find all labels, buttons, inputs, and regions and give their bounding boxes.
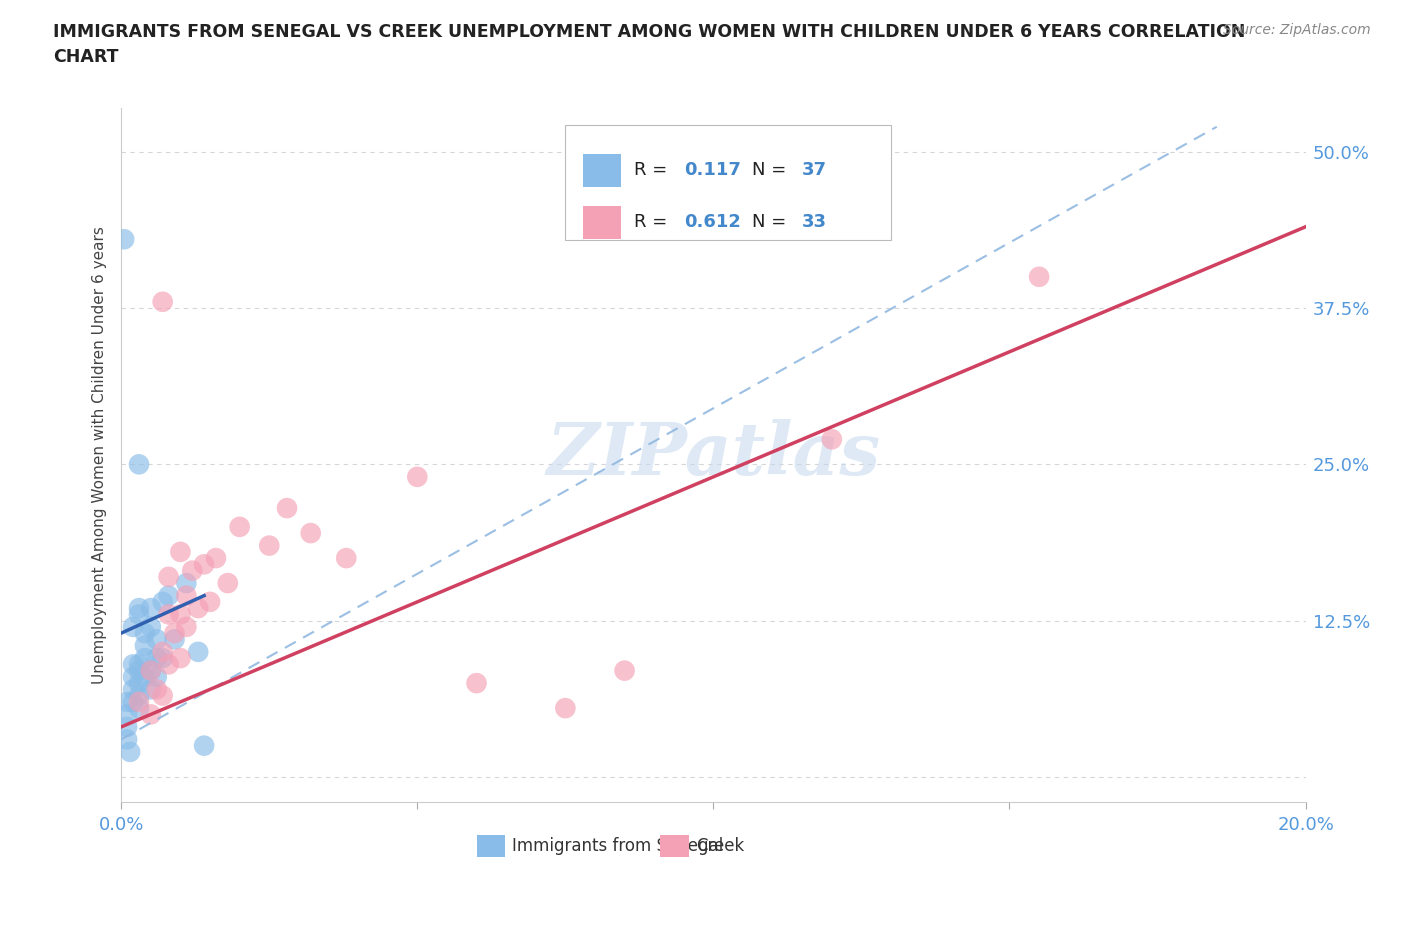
Point	[122, 682, 145, 697]
Point	[128, 695, 150, 710]
Point	[122, 619, 145, 634]
Point	[134, 626, 156, 641]
Point	[181, 564, 204, 578]
Text: CHART: CHART	[53, 48, 120, 66]
Point	[128, 663, 150, 678]
FancyBboxPatch shape	[565, 126, 891, 240]
Point	[128, 601, 150, 616]
Point	[406, 470, 429, 485]
Point	[176, 588, 198, 603]
Point	[122, 657, 145, 671]
Point	[157, 607, 180, 622]
FancyBboxPatch shape	[583, 153, 621, 187]
Point	[299, 525, 322, 540]
Point	[145, 682, 167, 697]
Point	[115, 720, 138, 735]
Point	[134, 651, 156, 666]
Text: R =: R =	[634, 162, 673, 179]
Point	[115, 707, 138, 722]
Point	[187, 601, 209, 616]
Point	[228, 520, 250, 535]
Point	[259, 538, 281, 553]
Point	[139, 619, 162, 634]
Text: Immigrants from Senegal: Immigrants from Senegal	[512, 837, 723, 856]
Y-axis label: Unemployment Among Women with Children Under 6 years: Unemployment Among Women with Children U…	[93, 226, 107, 684]
Point	[145, 670, 167, 684]
Text: N =: N =	[752, 162, 793, 179]
FancyBboxPatch shape	[659, 835, 689, 857]
Point	[115, 732, 138, 747]
Point	[128, 676, 150, 691]
FancyBboxPatch shape	[583, 206, 621, 239]
Point	[276, 500, 298, 515]
Point	[139, 682, 162, 697]
Point	[152, 295, 174, 310]
Text: R =: R =	[634, 214, 673, 232]
Point	[152, 651, 174, 666]
Point	[163, 626, 186, 641]
Point	[613, 663, 636, 678]
Point	[128, 657, 150, 671]
Text: 37: 37	[803, 162, 827, 179]
Point	[139, 663, 162, 678]
Point	[163, 631, 186, 646]
Point	[169, 607, 191, 622]
Point	[134, 638, 156, 653]
Text: N =: N =	[752, 214, 793, 232]
Text: IMMIGRANTS FROM SENEGAL VS CREEK UNEMPLOYMENT AMONG WOMEN WITH CHILDREN UNDER 6 : IMMIGRANTS FROM SENEGAL VS CREEK UNEMPLO…	[53, 23, 1246, 41]
Point	[169, 651, 191, 666]
Point	[1028, 270, 1050, 285]
Point	[169, 544, 191, 559]
Point	[205, 551, 228, 565]
Point	[134, 670, 156, 684]
Point	[128, 607, 150, 622]
Point	[128, 457, 150, 472]
Point	[122, 670, 145, 684]
Point	[152, 594, 174, 609]
Point	[198, 594, 221, 609]
Point	[187, 644, 209, 659]
Point	[145, 631, 167, 646]
Point	[335, 551, 357, 565]
Point	[128, 688, 150, 703]
Point	[157, 569, 180, 584]
Point	[122, 695, 145, 710]
Point	[139, 707, 162, 722]
Point	[145, 651, 167, 666]
Point	[152, 644, 174, 659]
Point	[176, 576, 198, 591]
Point	[217, 576, 239, 591]
Point	[176, 619, 198, 634]
Point	[157, 588, 180, 603]
Text: 0.117: 0.117	[683, 162, 741, 179]
Point	[112, 232, 135, 246]
Point	[821, 432, 844, 446]
Point	[115, 695, 138, 710]
Point	[157, 657, 180, 671]
FancyBboxPatch shape	[477, 835, 505, 857]
Text: 33: 33	[803, 214, 827, 232]
Point	[120, 744, 142, 759]
Point	[554, 700, 576, 715]
Text: Source: ZipAtlas.com: Source: ZipAtlas.com	[1223, 23, 1371, 37]
Point	[128, 700, 150, 715]
Point	[139, 601, 162, 616]
Point	[465, 676, 488, 691]
Point	[139, 663, 162, 678]
Point	[152, 688, 174, 703]
Point	[193, 557, 215, 572]
Text: ZIPatlas: ZIPatlas	[547, 419, 880, 490]
Point	[193, 738, 215, 753]
Text: Creek: Creek	[696, 837, 744, 856]
Text: 0.612: 0.612	[683, 214, 741, 232]
